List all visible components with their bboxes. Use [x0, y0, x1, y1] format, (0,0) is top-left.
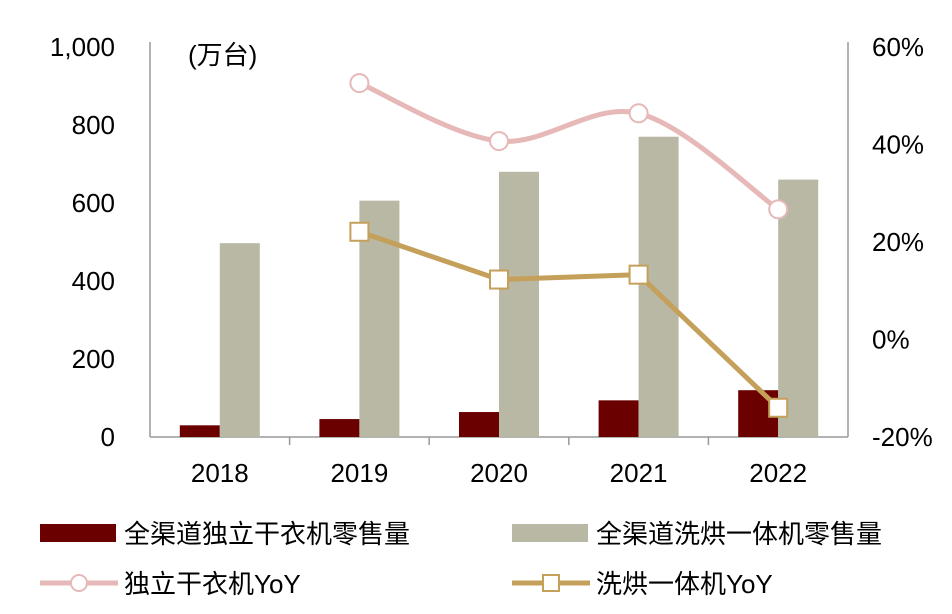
x-tick-label: 2018 — [191, 458, 249, 488]
legend-swatch — [512, 523, 588, 542]
line-point-square — [489, 269, 509, 290]
line-point-circle — [489, 131, 509, 152]
x-tick-label: 2020 — [470, 458, 528, 488]
left-tick-label: 400 — [72, 266, 115, 296]
legend-label: 全渠道独立干衣机零售量 — [124, 519, 411, 549]
bar-2018-series-0 — [179, 425, 220, 437]
left-tick-label: 800 — [72, 110, 115, 140]
left-tick-label: 600 — [72, 188, 115, 218]
line-point-circle — [349, 73, 370, 94]
bar-2020-series-1 — [499, 171, 539, 438]
line-point-square — [628, 264, 649, 285]
right-tick-label: 20% — [872, 227, 924, 257]
line-series-1 — [358, 229, 780, 410]
left-tick-label: 0 — [101, 422, 115, 452]
legend-item-line-1: 洗烘一体机YoY — [512, 564, 773, 601]
left-tick-label: 200 — [72, 344, 115, 374]
unit-label: (万台) — [188, 40, 257, 70]
legend-swatch — [40, 523, 116, 542]
right-tick-label: 60% — [872, 32, 924, 62]
line-series-0 — [358, 80, 780, 212]
right-tick-label: -20% — [872, 422, 933, 452]
bar-2021-series-0 — [598, 400, 639, 437]
x-tick-label: 2019 — [330, 458, 388, 488]
legend-label: 独立干衣机YoY — [124, 569, 301, 599]
line-point-square — [768, 397, 789, 418]
legend-square-marker-icon — [512, 573, 590, 592]
bar-2018-series-1 — [219, 243, 260, 437]
left-tick-label: 1,000 — [50, 32, 115, 62]
legend-label: 洗烘一体机YoY — [596, 569, 773, 599]
bar-2021-series-1 — [638, 136, 679, 437]
x-tick-label: 2021 — [610, 458, 668, 488]
legend-circle-marker-icon — [40, 573, 118, 592]
legend-item-bar-1: 全渠道洗烘一体机零售量 — [512, 514, 882, 551]
bar-2019-series-0 — [319, 419, 360, 437]
legend-item-bar-0: 全渠道独立干衣机零售量 — [40, 514, 410, 551]
line-point-circle — [768, 199, 789, 220]
right-tick-label: 0% — [872, 325, 910, 355]
chart-svg: 0 200 400 600 800 1,000 -20% 0% 20% 40% 60% 2018 201… — [50, 32, 933, 488]
line-point-circle — [628, 103, 649, 124]
right-tick-label: 40% — [872, 130, 924, 160]
bar-2020-series-0 — [459, 412, 499, 437]
bar-2022-series-1 — [778, 179, 819, 437]
legend-label: 全渠道洗烘一体机零售量 — [596, 519, 883, 549]
line-point-square — [349, 221, 370, 242]
x-tick-label: 2022 — [749, 458, 807, 488]
legend-item-line-0: 独立干衣机YoY — [40, 564, 301, 601]
